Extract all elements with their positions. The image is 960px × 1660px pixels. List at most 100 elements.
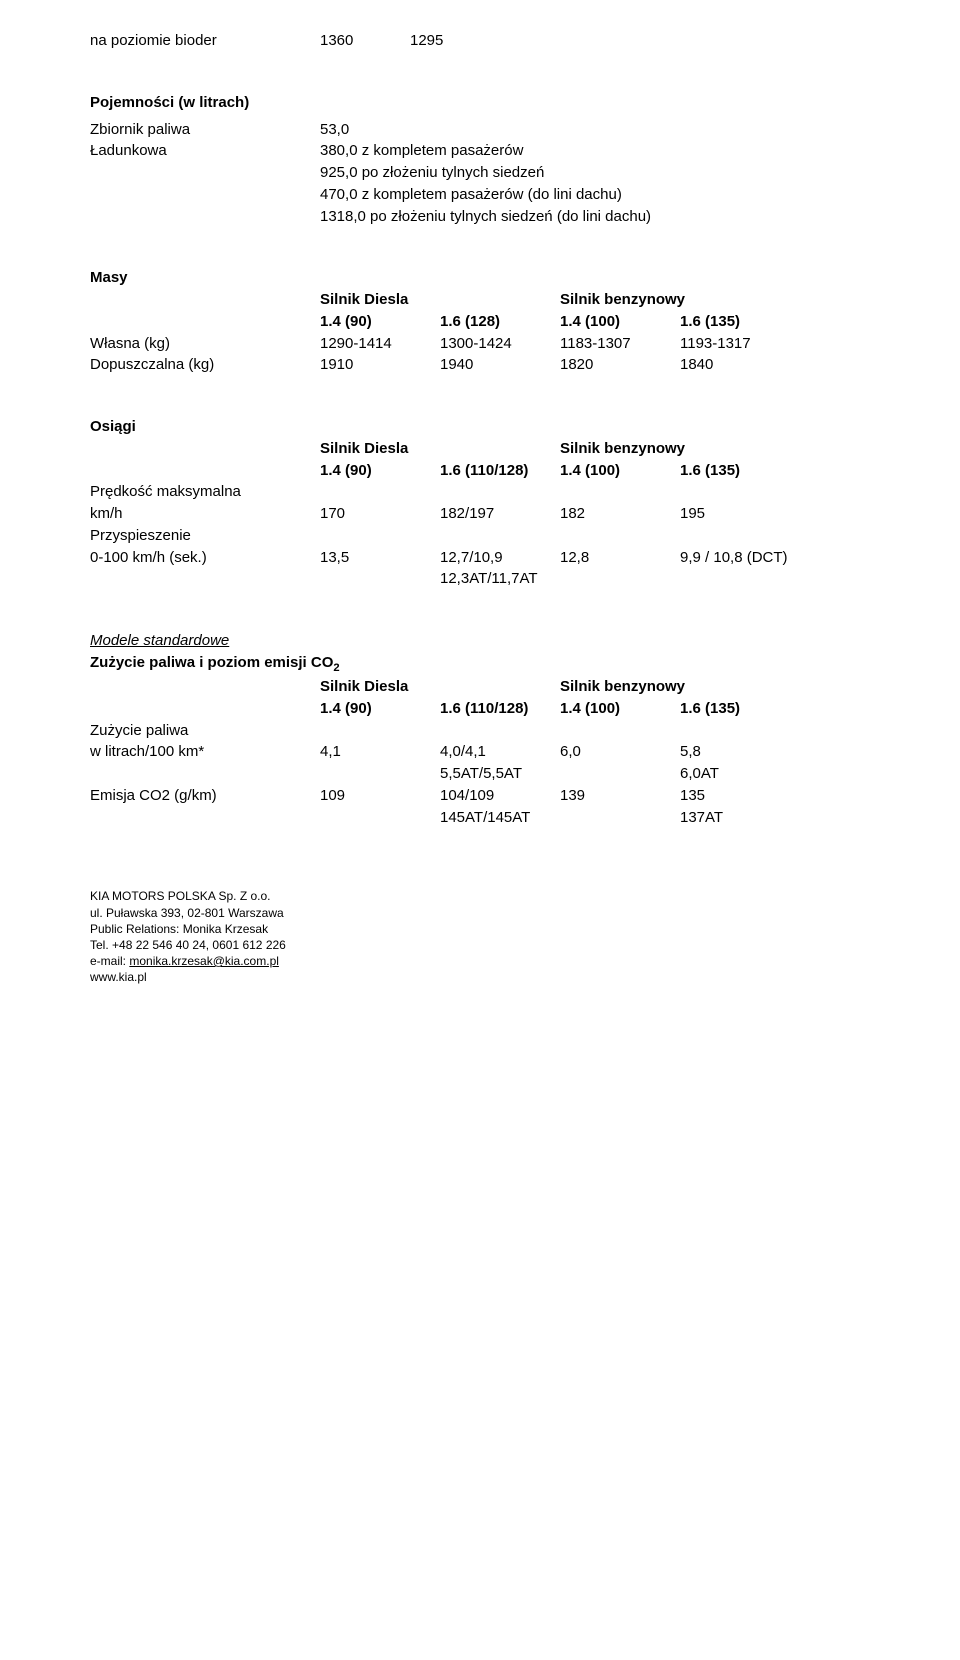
footer-phone: Tel. +48 22 546 40 24, 0601 612 226 <box>90 937 870 953</box>
consumption-heading-sub: 2 <box>333 662 339 674</box>
weights-kerb-row: Własna (kg) 1290-1414 1300-1424 1183-130… <box>90 333 870 355</box>
boot-row-3: 470,0 z kompletem pasażerów (do lini dac… <box>90 184 870 206</box>
fuel-v1: 4,1 <box>320 741 440 763</box>
fuel-tank-value: 53,0 <box>320 119 870 141</box>
accel-values-row-b: 12,3AT/11,7AT <box>90 568 870 590</box>
co2-label: Emisja CO2 (g/km) <box>90 785 320 807</box>
footer-email-label: e-mail: <box>90 954 129 968</box>
footer-email-line: e-mail: monika.krzesak@kia.com.pl <box>90 953 870 969</box>
performance-diesel-header: Silnik Diesla <box>320 438 560 460</box>
consumption-engine-header: Silnik Diesla Silnik benzynowy <box>90 676 870 698</box>
models-standard-heading: Modele standardowe <box>90 630 870 652</box>
consumption-h3: 1.4 (100) <box>560 698 680 720</box>
weights-gross-label: Dopuszczalna (kg) <box>90 354 320 376</box>
co2-v4-b: 137AT <box>680 807 820 829</box>
weights-kerb-v4: 1193-1317 <box>680 333 820 355</box>
footer-company: KIA MOTORS POLSKA Sp. Z o.o. <box>90 888 870 904</box>
consumption-diesel-header: Silnik Diesla <box>320 676 560 698</box>
accel-unit: 0-100 km/h (sek.) <box>90 547 320 569</box>
footer-address: ul. Puławska 393, 02-801 Warszawa <box>90 905 870 921</box>
fuel-v2-b: 5,5AT/5,5AT <box>440 763 560 785</box>
weights-engine-header: Silnik Diesla Silnik benzynowy <box>90 289 870 311</box>
consumption-h2: 1.6 (110/128) <box>440 698 560 720</box>
performance-engine-header: Silnik Diesla Silnik benzynowy <box>90 438 870 460</box>
vmax-v1: 170 <box>320 503 440 525</box>
accel-label-row: Przyspieszenie <box>90 525 870 547</box>
co2-v3: 139 <box>560 785 680 807</box>
fuel-label: Zużycie paliwa <box>90 720 320 742</box>
fuel-label-row: Zużycie paliwa <box>90 720 870 742</box>
performance-subheader: 1.4 (90) 1.6 (110/128) 1.4 (100) 1.6 (13… <box>90 460 870 482</box>
footer-block: KIA MOTORS POLSKA Sp. Z o.o. ul. Puławsk… <box>90 888 870 985</box>
boot-label: Ładunkowa <box>90 140 320 162</box>
fuel-values-row-b: 5,5AT/5,5AT 6,0AT <box>90 763 870 785</box>
weights-gross-v1: 1910 <box>320 354 440 376</box>
boot-value-3: 470,0 z kompletem pasażerów (do lini dac… <box>320 184 870 206</box>
consumption-h1: 1.4 (90) <box>320 698 440 720</box>
accel-v2: 12,7/10,9 <box>440 547 560 569</box>
accel-v2-b: 12,3AT/11,7AT <box>440 568 560 590</box>
performance-h4: 1.6 (135) <box>680 460 820 482</box>
fuel-values-row: w litrach/100 km* 4,1 4,0/4,1 6,0 5,8 <box>90 741 870 763</box>
boot-row-2: 925,0 po złożeniu tylnych siedzeń <box>90 162 870 184</box>
boot-value-4: 1318,0 po złożeniu tylnych siedzeń (do l… <box>320 206 870 228</box>
boot-row-4: 1318,0 po złożeniu tylnych siedzeń (do l… <box>90 206 870 228</box>
accel-label: Przyspieszenie <box>90 525 320 547</box>
weights-kerb-v2: 1300-1424 <box>440 333 560 355</box>
boot-row-1: Ładunkowa 380,0 z kompletem pasażerów <box>90 140 870 162</box>
weights-h2: 1.6 (128) <box>440 311 560 333</box>
consumption-h4: 1.6 (135) <box>680 698 820 720</box>
boot-value-2: 925,0 po złożeniu tylnych siedzeń <box>320 162 870 184</box>
performance-heading: Osiągi <box>90 416 870 438</box>
accel-v1: 13,5 <box>320 547 440 569</box>
weights-gross-row: Dopuszczalna (kg) 1910 1940 1820 1840 <box>90 354 870 376</box>
footer-pr: Public Relations: Monika Krzesak <box>90 921 870 937</box>
vmax-v4: 195 <box>680 503 820 525</box>
consumption-heading-text: Zużycie paliwa i poziom emisji CO <box>90 654 333 671</box>
performance-h2: 1.6 (110/128) <box>440 460 560 482</box>
performance-petrol-header: Silnik benzynowy <box>560 438 820 460</box>
boot-value-1: 380,0 z kompletem pasażerów <box>320 140 870 162</box>
capacities-heading: Pojemności (w litrach) <box>90 92 870 114</box>
weights-gross-v4: 1840 <box>680 354 820 376</box>
co2-v4: 135 <box>680 785 820 807</box>
consumption-petrol-header: Silnik benzynowy <box>560 676 820 698</box>
co2-values-row-b: 145AT/145AT 137AT <box>90 807 870 829</box>
hip-level-label: na poziomie bioder <box>90 30 320 52</box>
fuel-v3: 6,0 <box>560 741 680 763</box>
performance-h3: 1.4 (100) <box>560 460 680 482</box>
vmax-v2: 182/197 <box>440 503 560 525</box>
co2-v2: 104/109 <box>440 785 560 807</box>
weights-subheader: 1.4 (90) 1.6 (128) 1.4 (100) 1.6 (135) <box>90 311 870 333</box>
weights-petrol-header: Silnik benzynowy <box>560 289 820 311</box>
weights-kerb-label: Własna (kg) <box>90 333 320 355</box>
performance-h1: 1.4 (90) <box>320 460 440 482</box>
co2-v2-b: 145AT/145AT <box>440 807 560 829</box>
fuel-tank-label: Zbiornik paliwa <box>90 119 320 141</box>
weights-kerb-v3: 1183-1307 <box>560 333 680 355</box>
fuel-v2: 4,0/4,1 <box>440 741 560 763</box>
co2-values-row: Emisja CO2 (g/km) 109 104/109 139 135 <box>90 785 870 807</box>
weights-gross-v2: 1940 <box>440 354 560 376</box>
vmax-label: Prędkość maksymalna <box>90 481 320 503</box>
fuel-tank-row: Zbiornik paliwa 53,0 <box>90 119 870 141</box>
footer-email-link[interactable]: monika.krzesak@kia.com.pl <box>129 954 279 968</box>
vmax-unit: km/h <box>90 503 320 525</box>
weights-h3: 1.4 (100) <box>560 311 680 333</box>
consumption-heading: Zużycie paliwa i poziom emisji CO2 <box>90 652 870 676</box>
weights-h1: 1.4 (90) <box>320 311 440 333</box>
hip-level-v1: 1360 <box>320 30 410 52</box>
consumption-subheader: 1.4 (90) 1.6 (110/128) 1.4 (100) 1.6 (13… <box>90 698 870 720</box>
weights-heading: Masy <box>90 267 870 289</box>
weights-kerb-v1: 1290-1414 <box>320 333 440 355</box>
vmax-label-row: Prędkość maksymalna <box>90 481 870 503</box>
vmax-values-row: km/h 170 182/197 182 195 <box>90 503 870 525</box>
hip-level-row: na poziomie bioder 1360 1295 <box>90 30 870 52</box>
fuel-v4: 5,8 <box>680 741 820 763</box>
footer-website: www.kia.pl <box>90 969 870 985</box>
hip-level-v2: 1295 <box>410 30 500 52</box>
weights-diesel-header: Silnik Diesla <box>320 289 560 311</box>
vmax-v3: 182 <box>560 503 680 525</box>
weights-h4: 1.6 (135) <box>680 311 820 333</box>
accel-v4: 9,9 / 10,8 (DCT) <box>680 547 820 569</box>
